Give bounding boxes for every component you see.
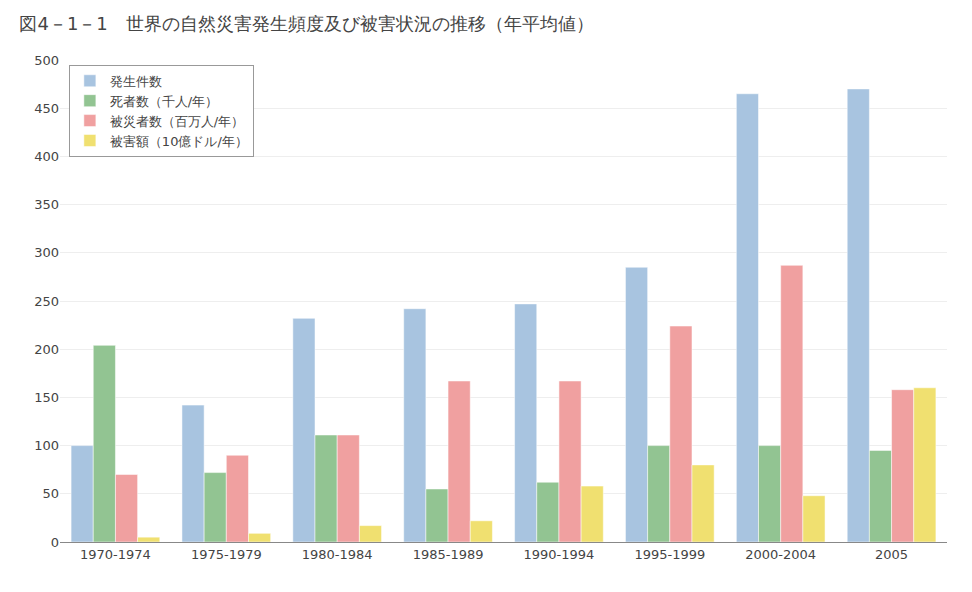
svg-text:1985-1989: 1985-1989: [413, 547, 484, 562]
svg-text:1995-1999: 1995-1999: [634, 547, 705, 562]
svg-text:1975-1979: 1975-1979: [191, 547, 262, 562]
svg-text:死者数（千人/年）: 死者数（千人/年）: [110, 94, 218, 109]
svg-text:2005: 2005: [875, 547, 908, 562]
svg-text:500: 500: [34, 53, 59, 68]
svg-text:300: 300: [34, 245, 59, 260]
svg-text:450: 450: [34, 101, 59, 116]
svg-text:400: 400: [34, 149, 59, 164]
svg-text:200: 200: [34, 342, 59, 357]
svg-text:被害額（10億ドル/年）: 被害額（10億ドル/年）: [110, 134, 248, 149]
svg-text:250: 250: [34, 294, 59, 309]
svg-text:図4－1－1 世界の自然災害発生頻度及び被害状況の推移（年平: 図4－1－1 世界の自然災害発生頻度及び被害状況の推移（年平均値）: [19, 13, 593, 34]
svg-text:1990-1994: 1990-1994: [524, 547, 595, 562]
svg-text:2000-2004: 2000-2004: [745, 547, 816, 562]
svg-text:100: 100: [34, 438, 59, 453]
svg-text:150: 150: [34, 390, 59, 405]
svg-text:50: 50: [42, 486, 59, 501]
svg-text:1970-1974: 1970-1974: [80, 547, 151, 562]
svg-text:0: 0: [51, 535, 59, 550]
svg-text:1980-1984: 1980-1984: [302, 547, 373, 562]
svg-text:被災者数（百万人/年）: 被災者数（百万人/年）: [110, 114, 244, 129]
svg-text:発生件数: 発生件数: [110, 74, 162, 89]
svg-text:350: 350: [34, 197, 59, 212]
